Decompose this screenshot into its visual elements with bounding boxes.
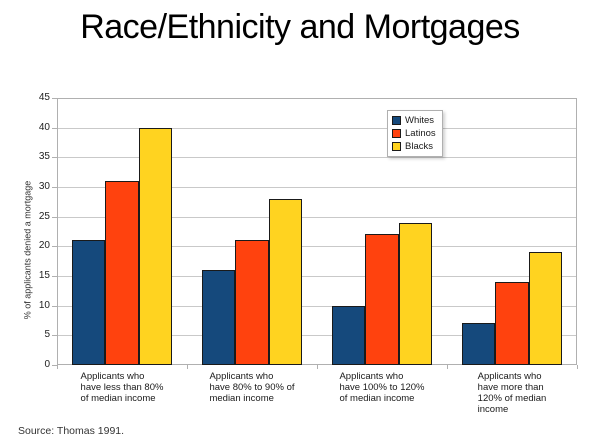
- y-tick-label: 0: [44, 359, 50, 370]
- y-tick-label: 10: [38, 299, 50, 311]
- y-tick: [52, 365, 57, 366]
- x-tick: [577, 365, 578, 369]
- legend-swatch-blacks: [392, 142, 401, 151]
- y-tick-label: 15: [38, 270, 50, 281]
- x-category-text: Applicants who have 80% to 90% of median…: [209, 371, 295, 404]
- gridline: [58, 246, 576, 248]
- x-category-label: Applicants who have more than 120% of me…: [447, 371, 577, 415]
- bar-latinos-3: [365, 234, 399, 365]
- y-tick: [52, 335, 57, 337]
- bar-latinos-1: [105, 181, 139, 365]
- y-tick-label: 20: [38, 240, 50, 252]
- gridline: [58, 187, 576, 188]
- bar-whites-3: [331, 305, 366, 365]
- y-tick: [52, 187, 57, 188]
- gridline: [58, 127, 576, 129]
- legend-label: Whites: [405, 115, 435, 126]
- x-category-label: Applicants who have 100% to 120% of medi…: [317, 371, 447, 404]
- y-tick-label: 5: [44, 329, 50, 341]
- y-tick: [52, 127, 57, 129]
- bar-whites-1: [71, 240, 106, 365]
- plot-area: [57, 98, 577, 365]
- x-category-label: Applicants who have less than 80% of med…: [57, 371, 187, 404]
- y-tick: [52, 216, 57, 218]
- bar-blacks-2: [268, 198, 303, 365]
- y-tick: [52, 98, 57, 99]
- x-tick: [57, 365, 58, 369]
- bar-blacks-1: [138, 127, 173, 365]
- legend-item-blacks: Blacks: [392, 141, 436, 152]
- bar-whites-2: [201, 270, 236, 365]
- bar-blacks-4: [528, 252, 563, 365]
- y-tick: [52, 276, 57, 277]
- x-category-text: Applicants who have 100% to 120% of medi…: [339, 371, 425, 404]
- gridline: [58, 216, 576, 218]
- legend-label: Blacks: [405, 141, 433, 152]
- y-tick: [52, 305, 57, 307]
- y-tick-label: 40: [38, 121, 50, 133]
- bar-whites-4: [461, 323, 496, 365]
- chart-title: Race/Ethnicity and Mortgages: [80, 8, 520, 46]
- gridline: [58, 305, 576, 307]
- y-tick: [52, 157, 57, 159]
- x-tick: [317, 365, 318, 369]
- gridline: [58, 335, 576, 337]
- y-tick-label: 25: [38, 210, 50, 222]
- x-tick: [447, 365, 448, 369]
- y-tick: [52, 246, 57, 248]
- gridline: [58, 276, 576, 277]
- y-tick-label: 45: [38, 92, 50, 103]
- y-tick-label: 30: [38, 181, 50, 192]
- x-category-label: Applicants who have 80% to 90% of median…: [187, 371, 317, 404]
- legend-item-whites: Whites: [392, 115, 436, 126]
- bar-blacks-3: [398, 222, 433, 365]
- x-tick: [187, 365, 188, 369]
- gridline: [58, 157, 576, 159]
- legend-swatch-whites: [392, 116, 401, 125]
- bar-latinos-4: [495, 281, 529, 365]
- legend-item-latinos: Latinos: [392, 128, 436, 139]
- x-category-text: Applicants who have less than 80% of med…: [80, 371, 164, 404]
- y-tick-label: 35: [38, 151, 50, 163]
- legend-swatch-latinos: [392, 129, 401, 138]
- legend-label: Latinos: [405, 128, 436, 139]
- x-category-text: Applicants who have more than 120% of me…: [477, 371, 547, 415]
- bar-latinos-2: [235, 240, 269, 365]
- source-note: Source: Thomas 1991.: [18, 425, 125, 437]
- legend: Whites Latinos Blacks: [387, 110, 443, 157]
